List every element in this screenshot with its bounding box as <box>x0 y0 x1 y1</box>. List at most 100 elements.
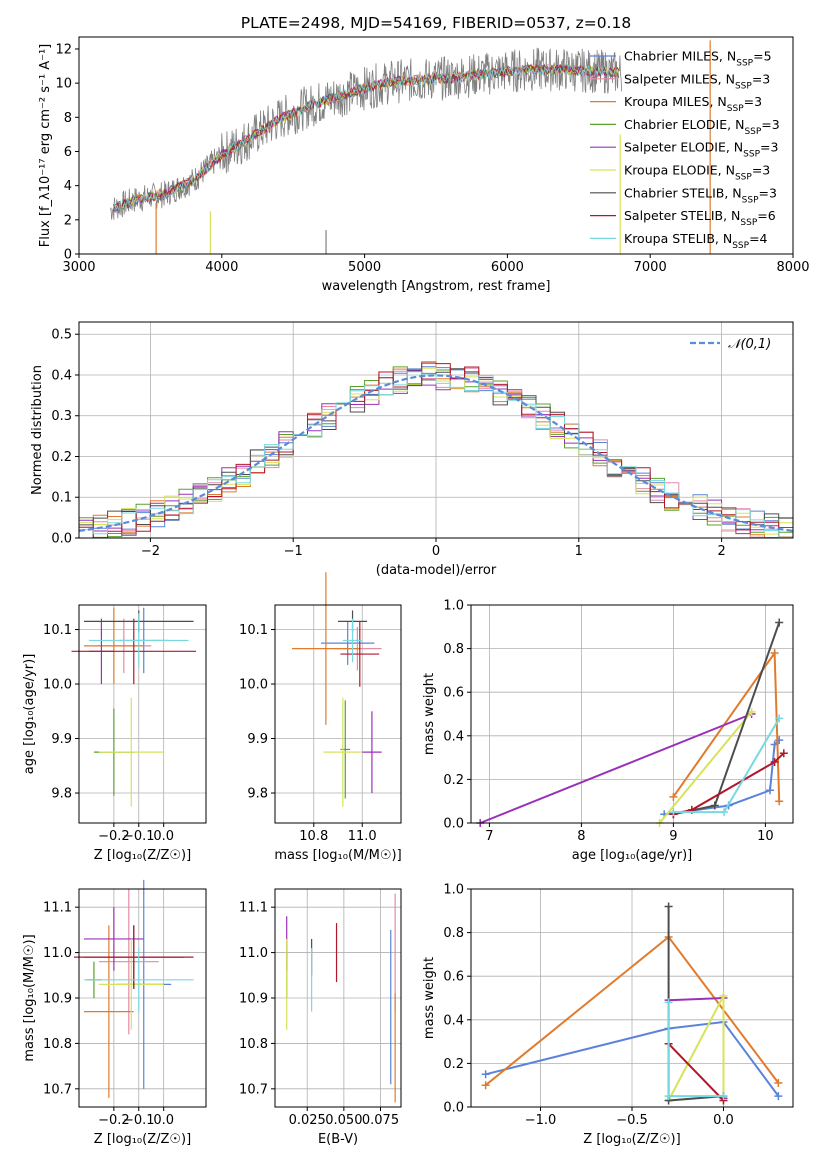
y-tick-label: 0.1 <box>51 491 72 506</box>
y-tick-label: 8 <box>64 111 72 126</box>
panel-5: 7 8 9 10 0.0 0.2 0.4 0.6 0.8 1.0 age [log₁₀(age/yr… <box>422 599 794 863</box>
series-marker-kroupa-stelib <box>719 1092 728 1101</box>
y-axis-label: mass weight <box>422 957 437 1039</box>
histogram-kroupa-stelib <box>78 371 793 538</box>
y-tick-label: 6 <box>64 145 72 160</box>
panel-8: −1.0 −0.5 0.0 0.0 0.2 0.4 0.6 0.8 1.0 Z [log₁₀(Z/… <box>422 883 794 1147</box>
x-tick-label: −0.2 <box>98 1113 130 1128</box>
legend-nssp: =3 <box>759 185 777 200</box>
series-marker-chabrier-stelib <box>664 902 673 911</box>
x-tick-label: 0.0 <box>153 1113 174 1128</box>
x-axis-label: Z [log₁₀(Z/Z☉)] <box>94 848 191 863</box>
observed-spectrum <box>110 47 622 220</box>
legend-subscript: SSP <box>736 59 753 69</box>
panel-2: −2 −1 0 1 2 0.0 0.1 0.2 0.3 0.4 0.5 (data-model)/er… <box>30 321 794 578</box>
y-tick-label: 9.8 <box>247 787 268 802</box>
y-tick-label: 10.7 <box>43 1082 72 1097</box>
legend-nssp: =5 <box>753 49 771 64</box>
plot-area <box>78 361 794 539</box>
y-tick-label: 1.0 <box>443 599 464 614</box>
series-line-kroupa-stelib <box>673 717 781 814</box>
legend-subscript: SSP <box>735 173 752 183</box>
series-marker-chabrier-miles <box>774 1092 783 1101</box>
data-point-kroupa-miles <box>291 572 360 725</box>
legend-entry-chabrier-stelib: Chabrier STELIB, NSSP=3 <box>624 185 777 205</box>
y-tick-label: 0.2 <box>443 773 464 788</box>
y-tick-label: 0 <box>64 248 72 263</box>
series-marker-kroupa-elodie <box>719 991 728 1000</box>
x-axis-label: age [log₁₀(age/yr)] <box>572 848 693 863</box>
panel-3: −0.2−0.10.0 9.8 9.9 10.0 10.1 Z [log₁₀(Z/Z☉)]… <box>22 604 207 863</box>
axes-frame <box>78 36 794 255</box>
series-marker-kroupa-elodie <box>747 707 756 716</box>
model-spectrum-salpeter-stelib <box>113 63 620 211</box>
x-tick-label: 0.050 <box>325 1113 362 1128</box>
x-tick-label: −1 <box>284 544 303 559</box>
y-tick-label: 4 <box>64 179 72 194</box>
x-tick-label: 1 <box>575 544 583 559</box>
y-tick-label: 0.6 <box>443 970 464 985</box>
y-axis-label: Normed distribution <box>30 365 45 495</box>
y-tick-label: 10.1 <box>239 623 268 638</box>
y-tick-label: 0.0 <box>443 1101 464 1116</box>
legend-subscript: SSP <box>742 195 759 205</box>
legend-subscript: SSP <box>740 218 757 228</box>
y-tick-label: 0.0 <box>443 817 464 832</box>
series-line-salpeter-stelib <box>667 1043 725 1102</box>
y-tick-label: 9.9 <box>247 732 268 747</box>
y-tick-label: 2 <box>64 213 72 228</box>
series-marker-kroupa-miles <box>770 648 779 657</box>
x-tick-label: 3000 <box>62 260 95 275</box>
legend-subscript: SSP <box>732 241 749 251</box>
series-line-kroupa-miles <box>672 649 781 802</box>
y-tick-label: 9.9 <box>51 732 72 747</box>
x-tick-label: 2 <box>717 544 725 559</box>
x-axis-label: Z [log₁₀(Z/Z☉)] <box>583 1132 680 1147</box>
legend-label-normal: 𝒩(0,1) <box>728 337 771 352</box>
legend-model-name: Salpeter MILES, N <box>624 71 735 86</box>
data-point-kroupa-stelib <box>83 948 194 1012</box>
x-tick-label: 8 <box>577 829 585 844</box>
legend-subscript: SSP <box>735 81 752 91</box>
legend-entry-kroupa-miles: Kroupa MILES, NSSP=3 <box>624 94 762 114</box>
data-point-salpeter-stelib <box>340 621 380 687</box>
legend-model-name: Chabrier STELIB, N <box>624 185 742 200</box>
y-tick-label: 0.2 <box>443 1057 464 1072</box>
data-point-kroupa-stelib <box>88 613 189 668</box>
legend-nssp: =3 <box>744 94 762 109</box>
series-line-kroupa-elodie <box>667 995 725 1101</box>
x-tick-label: 11.0 <box>348 829 377 844</box>
y-tick-label: 0.2 <box>51 450 72 465</box>
plot-area <box>110 40 711 254</box>
x-tick-label: 0.0 <box>713 1113 734 1128</box>
legend-subscript: SSP <box>727 104 744 114</box>
data-point-salpeter-elodie <box>362 711 382 794</box>
y-tick-label: 0.0 <box>51 532 72 547</box>
x-tick-label: 5000 <box>348 260 381 275</box>
x-tick-label: 7 <box>485 829 493 844</box>
plot-area <box>74 879 194 1098</box>
data-point-kroupa-stelib <box>342 618 363 663</box>
x-tick-label: 0.075 <box>362 1113 399 1128</box>
legend-model-name: Chabrier ELODIE, N <box>624 117 744 132</box>
plot-area <box>291 572 382 807</box>
x-axis-label: (data-model)/error <box>376 563 497 578</box>
y-tick-label: 10.7 <box>239 1082 268 1097</box>
plot-area <box>71 607 197 807</box>
legend-nssp: =3 <box>752 71 770 86</box>
legend-model-name: Salpeter ELODIE, N <box>624 140 743 155</box>
axes-frame <box>470 604 794 824</box>
series-line-chabrier-stelib <box>673 622 781 816</box>
y-tick-label: 10.0 <box>239 678 268 693</box>
legend-nssp: =3 <box>761 117 779 132</box>
series-marker-kroupa-stelib <box>669 808 678 817</box>
y-tick-label: 0.8 <box>443 926 464 941</box>
series-line-kroupa-elodie <box>658 711 753 824</box>
legend-entry-salpeter-miles: Salpeter MILES, NSSP=3 <box>624 71 770 91</box>
legend-nssp: =3 <box>752 163 770 178</box>
plot-area <box>476 618 788 827</box>
y-tick-label: 0.4 <box>51 368 72 383</box>
legend-nssp: =6 <box>757 208 775 223</box>
x-tick-label: 10 <box>757 829 774 844</box>
y-tick-label: 11.1 <box>43 901 72 916</box>
